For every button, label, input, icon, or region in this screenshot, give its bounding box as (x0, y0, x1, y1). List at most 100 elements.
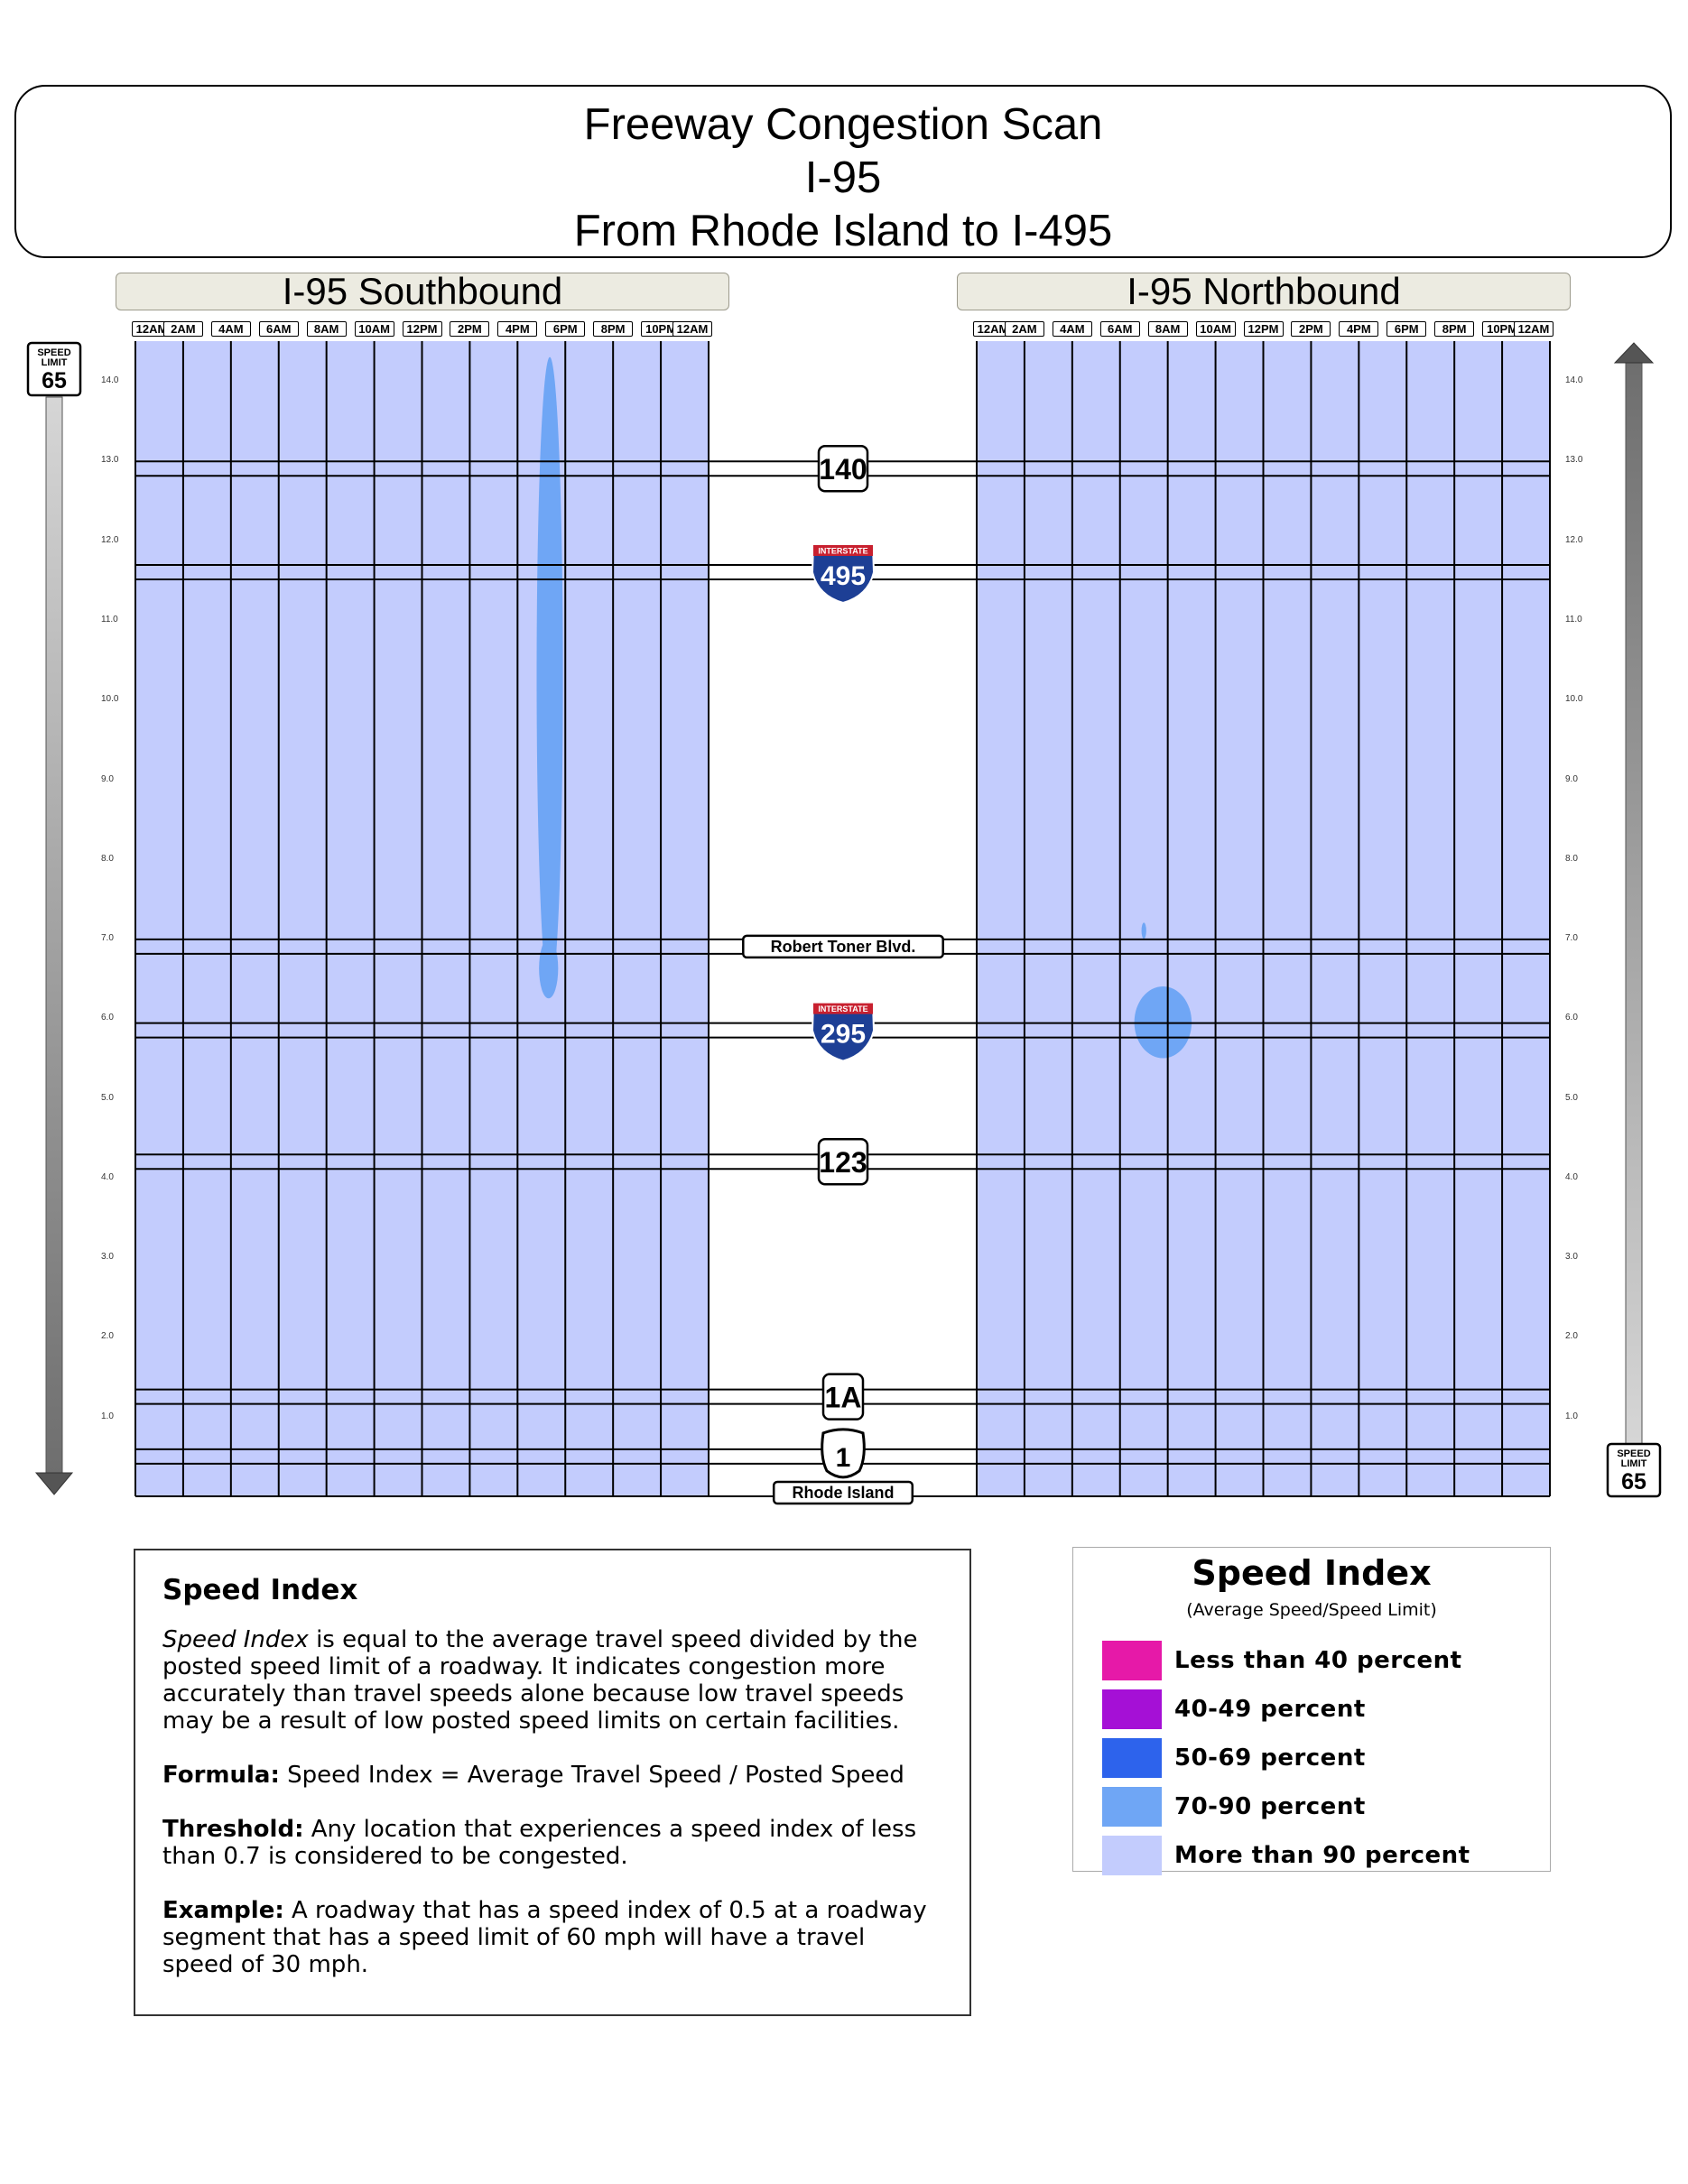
left-mile-tick-label: 3.0 (101, 1252, 114, 1263)
northbound-time-tick-label: 2PM (1291, 321, 1331, 337)
right-mile-tick-label: 1.0 (1565, 1411, 1578, 1421)
southbound-arrow-head (34, 1472, 74, 1495)
southbound-congestion-region-0 (536, 356, 563, 995)
speed-limit-line2: LIMIT (42, 357, 68, 368)
speed-limit-value: 65 (1621, 1469, 1646, 1495)
right-mile-tick-label: 9.0 (1565, 773, 1578, 784)
landmark-label: 1 (836, 1443, 851, 1473)
definition-term: Speed Index (162, 1626, 309, 1653)
landmark-label: 140 (819, 453, 867, 486)
southbound-time-tick-label: 12PM (402, 321, 442, 337)
legend-item: Less than 40 percent (1102, 1636, 1550, 1685)
landmark-sign-2: Robert Toner Blvd. (742, 934, 944, 959)
title-line-2: I-95 (804, 153, 882, 202)
landmark-sign-5: 1A (821, 1373, 865, 1421)
legend-swatch (1102, 1689, 1162, 1729)
legend-label: More than 90 percent (1174, 1842, 1470, 1869)
landmark-label: 123 (819, 1146, 867, 1179)
legend-item: 70-90 percent (1102, 1782, 1550, 1831)
right-mile-tick-label: 5.0 (1565, 1092, 1578, 1103)
southbound-time-tick-label: 2AM (162, 321, 203, 337)
right-mile-tick-label: 12.0 (1565, 534, 1583, 545)
southbound-time-tick-label: 4AM (210, 321, 251, 337)
northbound-time-tick-label: 8AM (1147, 321, 1188, 337)
northbound-time-tick-label: 2AM (1004, 321, 1044, 337)
southbound-time-tick-label: 2PM (450, 321, 490, 337)
legend-title: Speed Index (1192, 1553, 1432, 1593)
right-mile-tick-label: 11.0 (1565, 614, 1582, 625)
left-mile-tick-label: 9.0 (101, 773, 114, 784)
title-line-3: From Rhode Island to I-495 (573, 207, 1113, 255)
landmark-sign-4: 123 (817, 1137, 869, 1186)
right-mile-tick-label: 14.0 (1565, 375, 1583, 386)
southbound-time-tick-label: 6AM (258, 321, 299, 337)
threshold-text: Any location that experiences a speed in… (162, 1816, 917, 1870)
left-mile-tick-label: 4.0 (101, 1171, 114, 1182)
landmark-label: Robert Toner Blvd. (771, 938, 916, 956)
landmark-sign-1: INTERSTATE 495 (811, 544, 876, 605)
southbound-congestion-region-1 (539, 939, 559, 999)
legend-label: 50-69 percent (1174, 1744, 1366, 1772)
example-label: Example: (162, 1897, 284, 1924)
right-mile-tick-label: 7.0 (1565, 933, 1578, 944)
right-mile-tick-label: 2.0 (1565, 1331, 1578, 1342)
speed-limit-line1: SPEED (37, 347, 70, 358)
northbound-time-tick-label: 12AM (973, 321, 1013, 337)
speed-limit-line2: LIMIT (1621, 1458, 1647, 1469)
legend-swatch (1102, 1787, 1162, 1827)
southbound-time-tick-label: 8AM (306, 321, 347, 337)
speed-index-legend: Speed Index (Average Speed/Speed Limit) … (1072, 1547, 1551, 1875)
legend-items: Less than 40 percent 40-49 percent 50-69 p… (1073, 1636, 1550, 1880)
northbound-time-tick-label: 6PM (1387, 321, 1427, 337)
legend-item: More than 90 percent (1102, 1831, 1550, 1880)
southbound-time-tick-label: 10PM (641, 321, 682, 337)
left-mile-tick-label: 12.0 (101, 534, 119, 545)
congestion-scan-chart: 140 INTERSTATE 495 Robert Toner Blvd. INTERS… (26, 341, 1662, 1505)
northbound-time-tick-label: 8PM (1434, 321, 1475, 337)
legend-subtitle: (Average Speed/Speed Limit) (1186, 1600, 1437, 1620)
definition-text: is equal to the average travel speed div… (162, 1626, 918, 1735)
landmark-sign-6: 1 (821, 1428, 866, 1479)
landmark-sign-7: Rhode Island (772, 1480, 914, 1505)
northbound-arrow-head (1613, 342, 1655, 364)
left-mile-tick-label: 14.0 (101, 375, 119, 386)
southbound-time-tick-label: 10AM (354, 321, 394, 337)
southbound-time-tick-label: 12AM (132, 321, 172, 337)
northbound-arrow-shaft (1625, 360, 1643, 1445)
legend-swatch (1102, 1836, 1162, 1875)
legend-swatch (1102, 1641, 1162, 1680)
northbound-time-tick-label: 12AM (1514, 321, 1554, 337)
right-mile-tick-label: 13.0 (1565, 455, 1583, 466)
left-mile-tick-label: 1.0 (101, 1411, 114, 1421)
legend-item: 40-49 percent (1102, 1685, 1550, 1734)
left-mile-tick-label: 13.0 (101, 455, 119, 466)
legend-item: 50-69 percent (1102, 1734, 1550, 1782)
right-mile-tick-label: 4.0 (1565, 1171, 1578, 1182)
right-mile-tick-label: 8.0 (1565, 853, 1578, 864)
northbound-time-tick-label: 10AM (1195, 321, 1236, 337)
legend-label: Less than 40 percent (1174, 1647, 1462, 1674)
northbound-time-tick-label: 4PM (1339, 321, 1379, 337)
speed-index-info-box: Speed Index Speed Index is equal to the … (134, 1549, 971, 2016)
speed-index-info-heading: Speed Index (162, 1574, 358, 1606)
speed-limit-line1: SPEED (1617, 1448, 1650, 1459)
left-mile-tick-label: 8.0 (101, 853, 114, 864)
left-mile-tick-label: 7.0 (101, 933, 114, 944)
title-line-1: Freeway Congestion Scan (583, 100, 1103, 149)
southbound-arrow-shaft (45, 396, 63, 1476)
landmark-sign-3: INTERSTATE 295 (811, 1002, 876, 1062)
landmark-label: 495 (821, 561, 866, 591)
northbound-time-tick-label: 4AM (1052, 321, 1092, 337)
landmark-label: Rhode Island (792, 1484, 894, 1502)
northbound-time-tick-label: 12PM (1243, 321, 1284, 337)
right-mile-tick-label: 3.0 (1565, 1252, 1578, 1263)
northbound-header: I-95 Northbound (957, 273, 1571, 310)
left-mile-tick-label: 6.0 (101, 1013, 114, 1023)
formula-label: Formula: (162, 1762, 280, 1789)
formula-text: Speed Index = Average Travel Speed / Pos… (279, 1762, 904, 1789)
northbound-time-tick-label: 6AM (1099, 321, 1140, 337)
southbound-time-tick-label: 12AM (672, 321, 712, 337)
speed-index-definition: Speed Index is equal to the average trav… (162, 1626, 942, 1735)
